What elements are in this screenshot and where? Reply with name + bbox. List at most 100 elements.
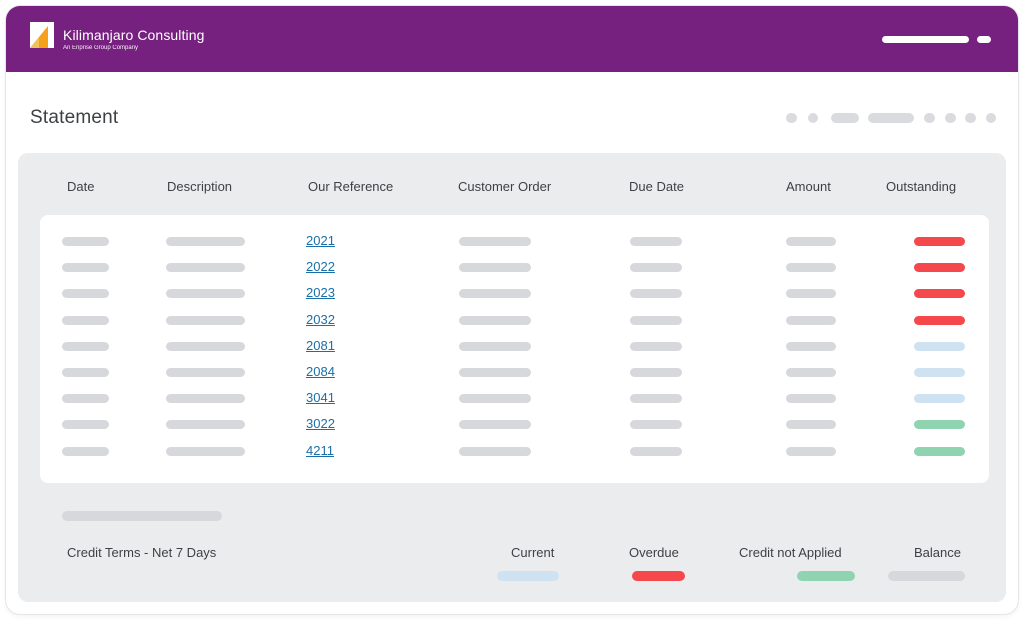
description-cell — [166, 341, 245, 351]
reference-link[interactable]: 2084 — [306, 364, 335, 379]
toolbar-pill[interactable] — [868, 113, 914, 123]
date-cell — [62, 341, 109, 351]
due-date-cell — [630, 446, 682, 456]
due-date-cell — [630, 394, 682, 404]
column-header-our-reference: Our Reference — [308, 179, 394, 194]
overdue-total-bar — [632, 571, 685, 581]
outstanding-status-bar — [914, 446, 965, 456]
customer-order-cell — [459, 446, 531, 456]
due-date-cell — [630, 315, 682, 325]
kilimanjaro-logo-icon — [30, 22, 54, 48]
balance-total-bar — [888, 571, 965, 581]
date-cell — [62, 368, 109, 377]
brand-subtitle: An Enprise Group Company — [63, 45, 139, 51]
toolbar-dot[interactable] — [924, 113, 935, 123]
app-window: Kilimanjaro Consulting An Enprise Group … — [6, 6, 1018, 614]
reference-link[interactable]: 2021 — [306, 233, 335, 248]
toolbar-dot[interactable] — [808, 113, 818, 123]
toolbar-dot[interactable] — [945, 113, 956, 123]
customer-order-cell — [459, 420, 531, 430]
date-cell — [62, 237, 109, 246]
date-cell — [62, 420, 109, 430]
due-date-cell — [630, 237, 682, 246]
outstanding-status-bar — [914, 341, 965, 351]
outstanding-status-bar — [914, 263, 965, 273]
brand-name: Kilimanjaro Consulting — [63, 27, 205, 43]
amount-cell — [786, 237, 836, 246]
table-row: 3041 — [40, 389, 989, 407]
table-row: 2084 — [40, 363, 989, 381]
current-label: Current — [511, 545, 555, 560]
amount-cell — [786, 263, 836, 273]
overdue-label: Overdue — [629, 545, 679, 560]
outstanding-status-bar — [914, 394, 965, 404]
description-cell — [166, 394, 245, 404]
customer-order-cell — [459, 341, 531, 351]
outstanding-status-bar — [914, 289, 965, 299]
amount-cell — [786, 368, 836, 377]
page-title: Statement — [30, 107, 119, 128]
reference-link[interactable]: 3022 — [306, 416, 335, 432]
column-header-date: Date — [67, 179, 95, 194]
top-header: Kilimanjaro Consulting An Enprise Group … — [6, 6, 1018, 72]
table-row: 2032 — [40, 311, 989, 329]
credit-not-applied-label: Credit not Applied — [739, 545, 842, 560]
credit-terms: Credit Terms - Net 7 Days — [67, 545, 217, 560]
amount-cell — [786, 446, 836, 456]
date-cell — [62, 446, 109, 456]
table-row: 3022 — [40, 415, 989, 433]
date-cell — [62, 394, 109, 404]
toolbar-dot[interactable] — [986, 113, 996, 123]
reference-link[interactable]: 2022 — [306, 259, 335, 275]
menu-placeholder[interactable] — [977, 36, 991, 43]
due-date-cell — [630, 263, 682, 273]
description-cell — [166, 420, 245, 430]
due-date-cell — [630, 368, 682, 377]
column-header-customer-order: Customer Order — [458, 179, 552, 194]
customer-order-cell — [459, 263, 531, 273]
toolbar-pill[interactable] — [831, 113, 859, 123]
description-cell — [166, 315, 245, 325]
description-cell — [166, 368, 245, 377]
outstanding-status-bar — [914, 315, 965, 325]
table-row: 2081 — [40, 337, 989, 355]
due-date-cell — [630, 420, 682, 430]
statement-panel: Date Description Our Reference Customer … — [18, 153, 1006, 602]
statement-table: 2021 2022 2023 2032 2081 2084 3041 3022 4211 — [40, 215, 989, 483]
date-cell — [62, 315, 109, 325]
amount-cell — [786, 394, 836, 404]
date-cell — [62, 289, 109, 299]
reference-link[interactable]: 2032 — [306, 311, 335, 327]
amount-cell — [786, 341, 836, 351]
balance-label: Balance — [914, 545, 961, 560]
customer-order-cell — [459, 368, 531, 377]
current-total-bar — [497, 571, 559, 581]
amount-cell — [786, 289, 836, 299]
customer-order-cell — [459, 237, 531, 246]
amount-cell — [786, 315, 836, 325]
description-cell — [166, 446, 245, 456]
column-header-outstanding: Outstanding — [886, 179, 957, 194]
table-row: 2021 — [40, 232, 989, 250]
outstanding-status-bar — [914, 368, 965, 377]
column-header-due-date: Due Date — [629, 179, 684, 194]
column-header-description: Description — [167, 179, 233, 194]
toolbar-dot[interactable] — [786, 113, 797, 123]
reference-link[interactable]: 2023 — [306, 285, 335, 301]
reference-link[interactable]: 3041 — [306, 390, 335, 406]
customer-order-cell — [459, 289, 531, 299]
description-cell — [166, 237, 245, 246]
outstanding-status-bar — [914, 420, 965, 430]
due-date-cell — [630, 341, 682, 351]
toolbar-dot[interactable] — [965, 113, 976, 123]
description-cell — [166, 263, 245, 273]
column-header-amount: Amount — [786, 179, 831, 194]
customer-order-cell — [459, 394, 531, 404]
reference-link[interactable]: 2081 — [306, 337, 335, 353]
description-cell — [166, 289, 245, 299]
outstanding-status-bar — [914, 237, 965, 246]
user-menu-placeholder[interactable] — [882, 36, 969, 43]
reference-link[interactable]: 4211 — [306, 442, 334, 458]
table-row: 4211 — [40, 442, 989, 460]
table-row: 2022 — [40, 258, 989, 276]
